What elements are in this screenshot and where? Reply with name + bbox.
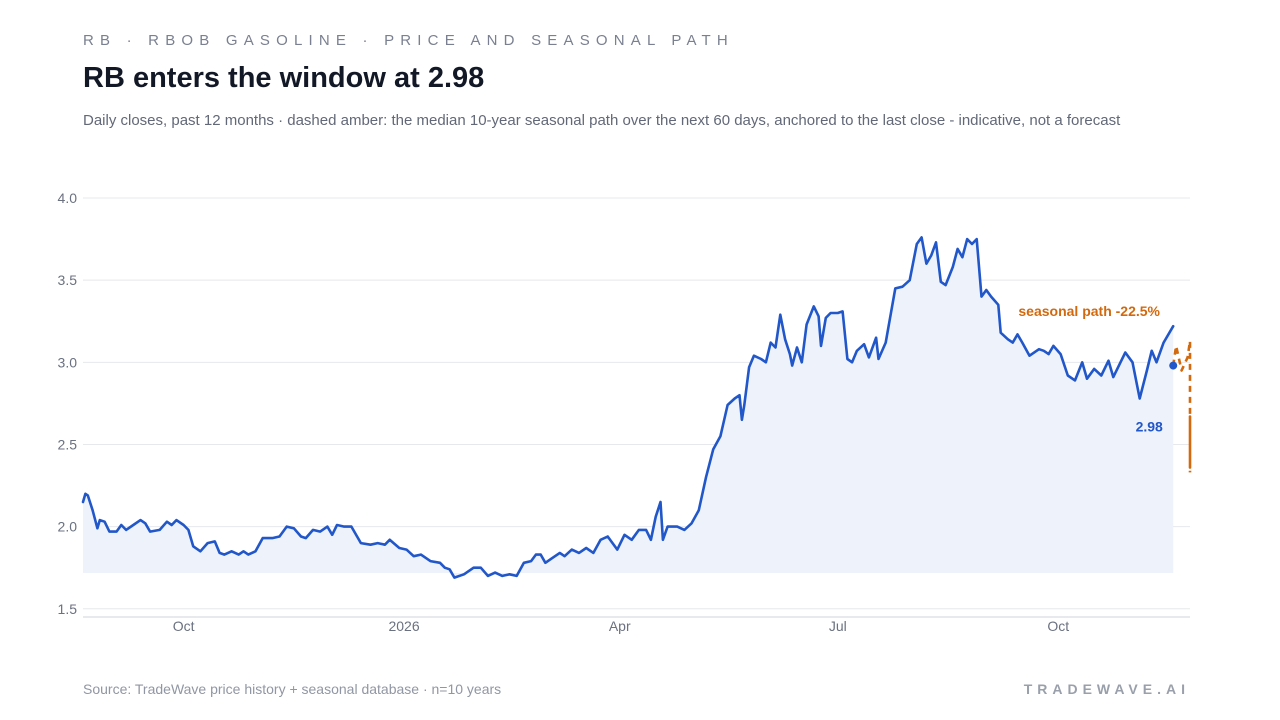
source-note: Source: TradeWave price history + season… [83, 681, 502, 697]
y-tick-label: 3.0 [58, 354, 78, 370]
y-tick-label: 2.0 [58, 519, 78, 535]
chart-eyebrow: RB · RBOB GASOLINE · PRICE AND SEASONAL … [83, 32, 734, 49]
annotations: 2.98 seasonal path -22.5% [1018, 303, 1178, 435]
y-tick-label: 3.5 [58, 272, 78, 288]
price-lines [81, 236, 1192, 579]
y-tick-label: 1.5 [58, 601, 78, 617]
axes: 1.5 2.0 2.5 3.0 3.5 4.0 Oct 2026 Apr Jul Oct [58, 190, 1190, 634]
chart-title: RB enters the window at 2.98 [83, 62, 485, 94]
x-tick-label: Oct [1047, 618, 1069, 634]
price-line [81, 236, 1175, 579]
price-chart: 1.5 2.0 2.5 3.0 3.5 4.0 Oct 2026 Apr Jul Oct 2.98 s… [58, 190, 1192, 634]
x-tick-label: Oct [173, 618, 195, 634]
y-tick-label: 2.5 [58, 436, 78, 452]
chart-subtitle: Daily closes, past 12 months · dashed am… [83, 112, 1121, 129]
seasonal-path-line [1171, 339, 1192, 473]
x-tick-label: Jul [829, 618, 847, 634]
brand-logo: TRADEWAVE.AI [1023, 681, 1190, 697]
seasonal-path-label: seasonal path -22.5% [1018, 303, 1160, 319]
x-tick-label: 2026 [388, 618, 419, 634]
price-area-fill [83, 237, 1174, 578]
last-close-marker [1169, 361, 1178, 370]
last-close-label: 2.98 [1136, 419, 1163, 435]
x-tick-label: Apr [609, 618, 631, 634]
y-tick-label: 4.0 [58, 190, 78, 206]
price-area [83, 237, 1174, 578]
